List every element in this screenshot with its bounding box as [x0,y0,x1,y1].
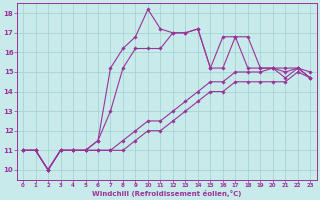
X-axis label: Windchill (Refroidissement éolien,°C): Windchill (Refroidissement éolien,°C) [92,190,241,197]
